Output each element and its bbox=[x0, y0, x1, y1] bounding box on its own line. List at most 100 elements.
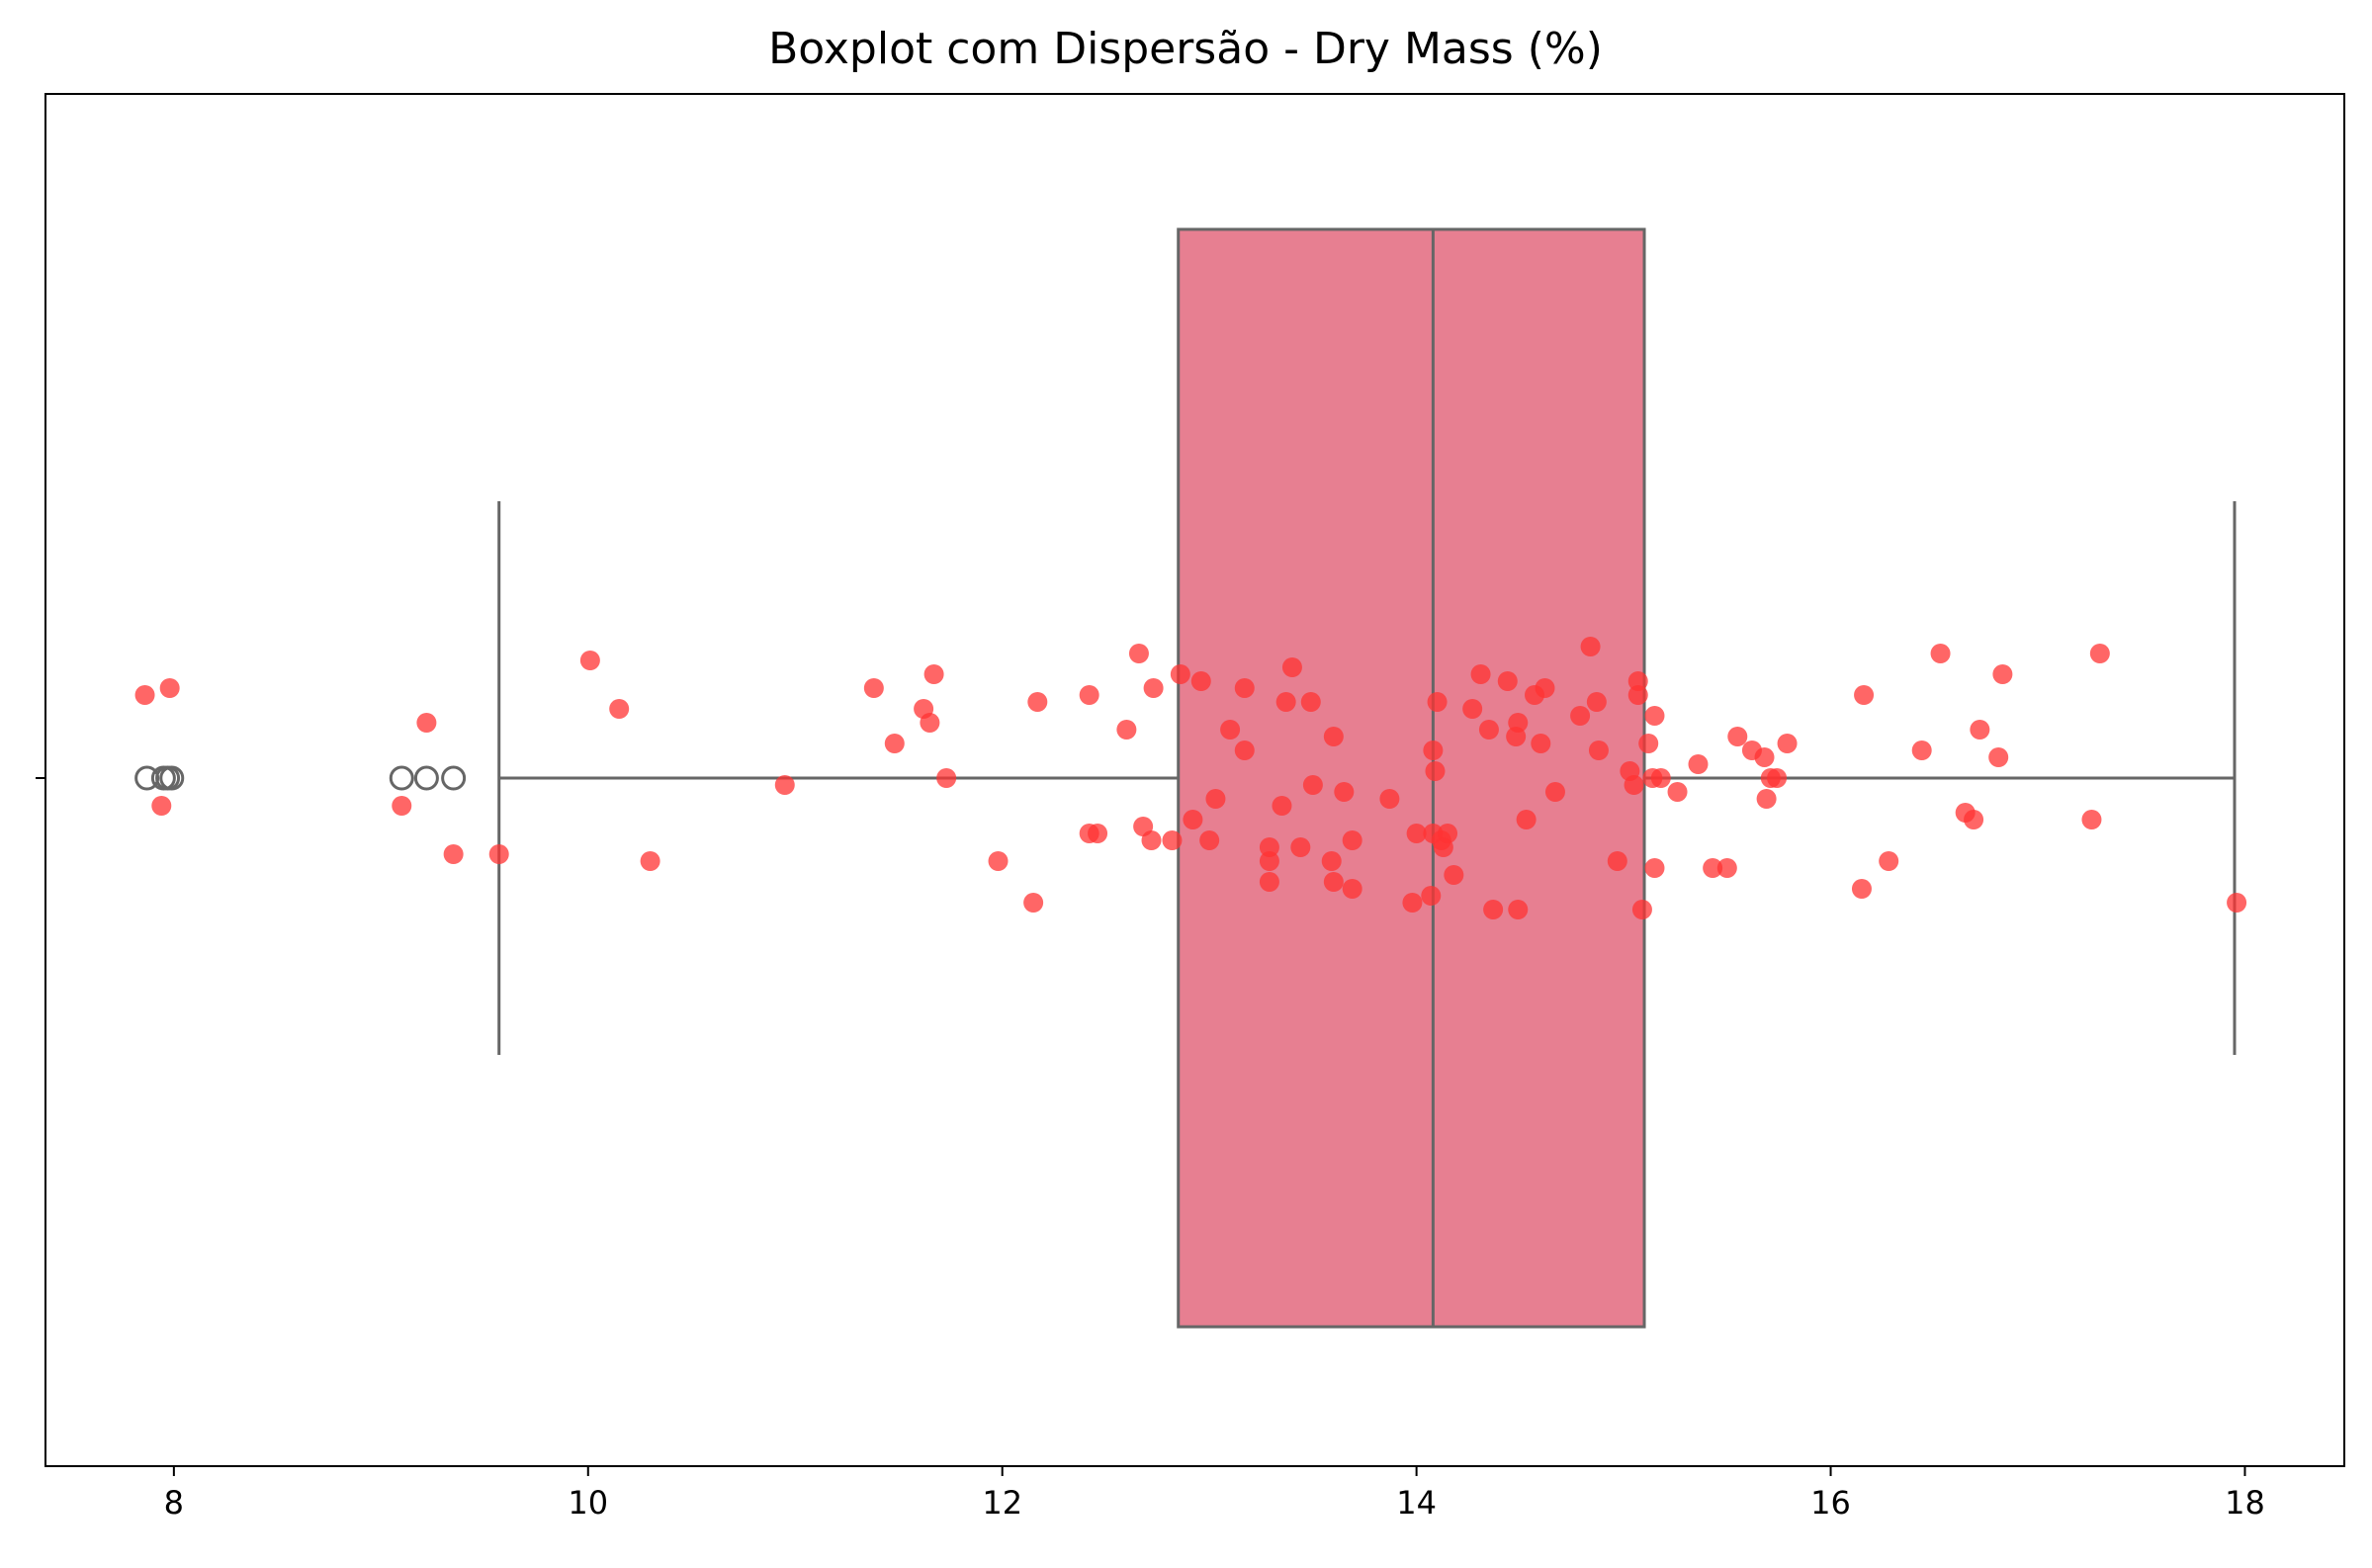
data-point bbox=[1199, 830, 1220, 850]
x-axis: 8 10 12 14 16 18 bbox=[36, 777, 2265, 1522]
data-point bbox=[1586, 692, 1607, 712]
data-point bbox=[1767, 768, 1788, 788]
data-point bbox=[1027, 692, 1048, 712]
data-point bbox=[1988, 747, 2009, 767]
data-point bbox=[1483, 900, 1504, 919]
data-point bbox=[1516, 810, 1537, 829]
data-point bbox=[2227, 893, 2247, 913]
data-point bbox=[151, 796, 172, 816]
data-point bbox=[1141, 830, 1162, 850]
data-point bbox=[1531, 734, 1551, 753]
data-point bbox=[863, 678, 884, 698]
data-point bbox=[134, 685, 155, 705]
data-point bbox=[1300, 692, 1321, 712]
data-point bbox=[1544, 782, 1565, 802]
data-point bbox=[1205, 789, 1226, 809]
data-point bbox=[920, 713, 940, 733]
data-point bbox=[1535, 678, 1555, 698]
plot-frame bbox=[44, 93, 2345, 1467]
data-point bbox=[1423, 740, 1444, 760]
data-point bbox=[1438, 824, 1458, 843]
data-point bbox=[2081, 810, 2102, 829]
data-point bbox=[1323, 727, 1344, 746]
x-tick-label: 18 bbox=[2225, 1484, 2265, 1522]
data-point bbox=[579, 651, 600, 670]
data-point bbox=[1727, 727, 1748, 746]
data-point bbox=[1508, 713, 1529, 733]
x-tick-label: 10 bbox=[568, 1484, 608, 1522]
data-point bbox=[988, 851, 1009, 871]
data-point bbox=[1930, 644, 1951, 663]
data-point bbox=[1444, 865, 1464, 885]
data-point bbox=[1088, 824, 1108, 843]
data-point bbox=[1302, 775, 1323, 795]
data-point bbox=[1143, 678, 1164, 698]
data-point bbox=[1580, 637, 1601, 656]
data-point bbox=[1992, 664, 2013, 684]
data-point bbox=[1128, 644, 1149, 663]
data-point bbox=[1970, 720, 1990, 740]
data-point bbox=[1638, 734, 1659, 753]
data-point bbox=[1402, 893, 1423, 913]
points-layer bbox=[134, 637, 2247, 919]
data-point bbox=[1220, 720, 1241, 740]
data-point bbox=[1281, 657, 1302, 677]
data-point bbox=[1421, 886, 1442, 906]
data-point bbox=[1627, 685, 1648, 705]
data-point bbox=[1170, 664, 1190, 684]
data-point bbox=[1259, 872, 1279, 892]
outlier-point bbox=[159, 765, 185, 791]
data-point bbox=[1425, 761, 1446, 781]
x-tick-label: 8 bbox=[164, 1484, 184, 1522]
data-point bbox=[1234, 678, 1255, 698]
data-point bbox=[1964, 810, 1984, 829]
data-point bbox=[1342, 830, 1362, 850]
outlier-point bbox=[389, 765, 414, 791]
box-layer bbox=[497, 227, 2237, 1329]
data-point bbox=[1342, 879, 1362, 899]
data-point bbox=[1854, 685, 1875, 705]
data-point bbox=[1570, 706, 1591, 726]
data-point bbox=[159, 678, 180, 698]
data-point bbox=[1851, 879, 1872, 899]
data-point bbox=[1162, 830, 1183, 850]
data-point bbox=[1607, 851, 1627, 871]
data-point bbox=[1079, 685, 1099, 705]
data-point bbox=[1911, 740, 1932, 760]
data-point bbox=[392, 796, 412, 816]
data-point bbox=[1667, 782, 1688, 802]
data-point bbox=[1478, 720, 1499, 740]
data-point bbox=[1631, 900, 1652, 919]
data-point bbox=[1427, 692, 1448, 712]
data-point bbox=[2089, 644, 2110, 663]
data-point bbox=[1190, 671, 1211, 691]
data-point bbox=[1379, 789, 1400, 809]
x-tick-label: 14 bbox=[1396, 1484, 1437, 1522]
data-point bbox=[1777, 734, 1798, 753]
outliers-layer bbox=[134, 765, 467, 791]
outlier-point bbox=[413, 765, 439, 791]
data-point bbox=[416, 713, 437, 733]
data-point bbox=[1275, 692, 1296, 712]
outlier-point bbox=[441, 765, 467, 791]
data-point bbox=[488, 844, 509, 864]
data-point bbox=[1470, 664, 1491, 684]
data-point bbox=[1754, 747, 1775, 767]
data-point bbox=[1703, 858, 1723, 878]
chart-title: Boxplot com Dispersão - Dry Mass (%) bbox=[768, 24, 1603, 74]
data-point bbox=[1334, 782, 1355, 802]
data-point bbox=[1688, 754, 1709, 774]
data-point bbox=[1323, 872, 1344, 892]
data-point bbox=[923, 664, 944, 684]
data-point bbox=[1716, 858, 1737, 878]
data-point bbox=[1259, 851, 1279, 871]
data-point bbox=[884, 734, 905, 753]
data-point bbox=[609, 699, 630, 719]
data-point bbox=[936, 768, 957, 788]
data-point bbox=[1624, 775, 1644, 795]
data-point bbox=[1272, 796, 1292, 816]
data-point bbox=[1023, 893, 1044, 913]
data-point bbox=[1183, 810, 1203, 829]
data-point bbox=[1650, 768, 1671, 788]
